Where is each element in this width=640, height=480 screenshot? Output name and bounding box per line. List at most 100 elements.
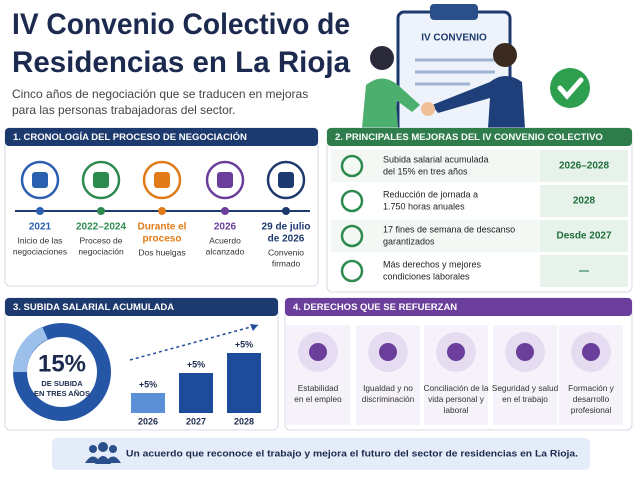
icon-head [98,442,108,452]
right-label: laboral [444,405,469,415]
step-text: Convenio [268,247,304,257]
right-label: desarrollo [573,394,610,404]
panel-title: 2. PRINCIPALES MEJORAS DEL IV CONVENIO C… [335,132,603,143]
step-text: Inicio de las [18,235,63,245]
step-glyph [278,172,294,188]
right-label: vida personal y [428,394,485,404]
panel-header [327,128,632,146]
panel-header [5,298,278,316]
step-date: 2022–2024 [76,222,126,233]
step-date: 2026 [214,222,237,233]
subtitle: Cinco años de negociación que se traduce… [12,87,308,101]
check-circle [550,68,590,108]
row-text: del 15% en tres años [383,166,468,176]
donut-value: 15% [38,350,86,377]
person-body [432,76,525,128]
clipboard-label: IV CONVENIO [421,33,487,44]
clip [430,4,478,20]
bar [179,373,213,413]
timeline-dot [221,207,229,215]
row-text: Reducción de jornada a [383,189,478,199]
bar [131,393,165,413]
page-title: IV Convenio Colectivo de [12,8,350,41]
step-text: Proceso de [80,235,123,245]
right-label: Seguridad y salud [492,383,559,393]
illustration [362,4,590,134]
person-head [493,43,517,67]
right-label: en el trabajo [502,394,548,404]
row-value: 2026–2028 [559,161,609,172]
step-date: de 2026 [268,234,305,245]
step-date: 2021 [29,222,52,233]
step-text: Acuerdo [209,235,241,245]
trend-arrow [129,324,259,361]
right-glyph [516,343,534,361]
step-text: firmado [272,258,301,268]
bar-category: 2028 [234,416,254,426]
right-label: Estabilidad [298,383,339,393]
step-date: proceso [143,234,182,245]
handshake [421,102,435,116]
row-value-bg [540,255,628,287]
timeline-dot [282,207,290,215]
row-icon [340,189,364,213]
donut-caption: EN TRES AÑOS [34,389,90,398]
icon-body [85,456,121,464]
row-value: 2028 [573,196,596,207]
right-label: discriminación [362,394,415,404]
row-value-bg [540,220,628,252]
row-value: Desde 2027 [556,231,611,242]
right-label: Formación y [568,383,614,393]
footer-icon [85,442,121,464]
step-text: Dos huelgas [138,247,185,257]
arrow-head [250,324,258,331]
panel-header [285,298,632,316]
person-body [362,78,420,128]
step-glyph [217,172,233,188]
right-label: en el empleo [294,394,342,404]
step-date: 29 de julio [262,222,311,233]
donut-caption: DE SUBIDA [41,379,83,388]
icon-head [89,445,97,453]
right-glyph [309,343,327,361]
right-label: Conciliación de la [423,383,488,393]
row-text: Subida salarial acumulada [383,154,489,164]
step-glyph [154,172,170,188]
donut-accent [12,326,49,373]
footer-box [52,438,590,470]
icon-head [109,445,117,453]
panel-title: 3. SUBIDA SALARIAL ACUMULADA [13,302,174,313]
step-text: negociación [78,246,124,256]
timeline-dot [36,207,44,215]
check [557,77,584,100]
right-label: Igualdad y no [363,383,413,393]
panel-title: 4. DERECHOS QUE SE REFUERZAN [293,302,457,313]
row-text: Más derechos y mejores [383,259,482,269]
panel-header [5,128,318,146]
row-text: 1.750 horas anuales [383,201,465,211]
row-icon [340,154,364,178]
bar-label: +5% [235,339,253,349]
row-value-bg [540,185,628,217]
step-glyph [32,172,48,188]
right-glyph [379,343,397,361]
row-text: garantizados [383,236,435,246]
step-date: Durante el [138,222,187,233]
bar [227,353,261,413]
timeline-dot [158,207,166,215]
row-icon [340,224,364,248]
panel-title: 1. CRONOLOGÍA DEL PROCESO DE NEGOCIACIÓN [13,131,247,143]
bar-label: +5% [139,379,157,389]
row-value: — [579,266,589,277]
right-label: profesional [571,405,612,415]
bar-label: +5% [187,359,205,369]
bar-category: 2026 [138,416,158,426]
row-text: 17 fines de semana de descanso [383,224,515,234]
subtitle: para las personas trabajadoras del secto… [12,103,235,117]
right-glyph [447,343,465,361]
timeline-dot [97,207,105,215]
page-title: Residencias en La Rioja [12,46,350,79]
row-value-bg [540,150,628,182]
